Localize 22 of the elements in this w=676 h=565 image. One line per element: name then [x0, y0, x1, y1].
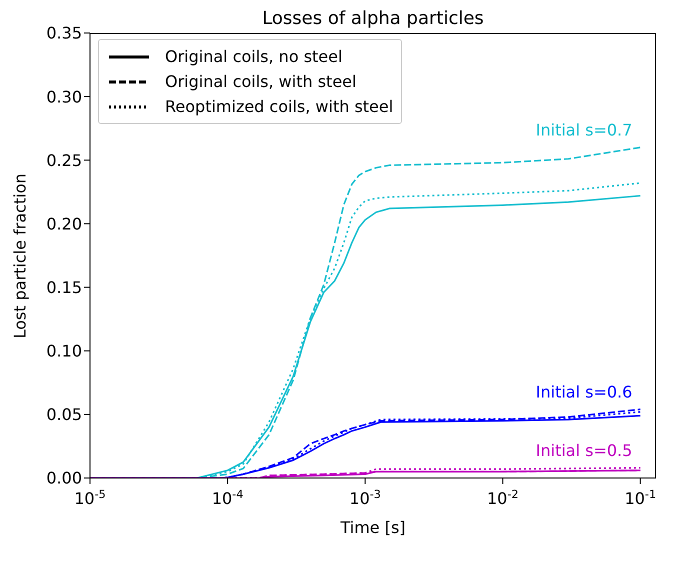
- x-tick-label: 10$^{-4}$: [212, 488, 244, 508]
- x-tick-label: 10$^{-3}$: [349, 488, 381, 508]
- y-tick-label: 0.25: [46, 150, 82, 170]
- y-tick-label: 0.35: [46, 24, 82, 43]
- series-label: Initial s=0.6: [536, 382, 632, 402]
- y-tick-label: 0.30: [46, 87, 82, 106]
- x-tick-label: 10$^{-2}$: [486, 488, 518, 508]
- x-tick-label: 10$^{-5}$: [74, 488, 106, 508]
- x-tick-label: 10$^{-1}$: [624, 488, 656, 508]
- legend-label: Reoptimized coils, with steel: [165, 96, 394, 118]
- y-tick-label: 0.15: [46, 278, 82, 297]
- y-tick-label: 0.00: [46, 468, 82, 488]
- y-axis-title: Lost particle fraction: [10, 172, 30, 338]
- y-tick-label: 0.20: [46, 214, 82, 234]
- y-tick-label: 0.10: [46, 342, 82, 361]
- legend-label: Original coils, with steel: [165, 71, 356, 93]
- y-tick-label: 0.05: [46, 405, 82, 424]
- chart-title: Losses of alpha particles: [261, 8, 485, 30]
- x-axis-title: Time [s]: [339, 518, 406, 537]
- text: Initial s=0.7: [536, 120, 632, 140]
- legend-label: Original coils, no steel: [165, 46, 342, 68]
- series-label: Initial s=0.5: [536, 440, 632, 460]
